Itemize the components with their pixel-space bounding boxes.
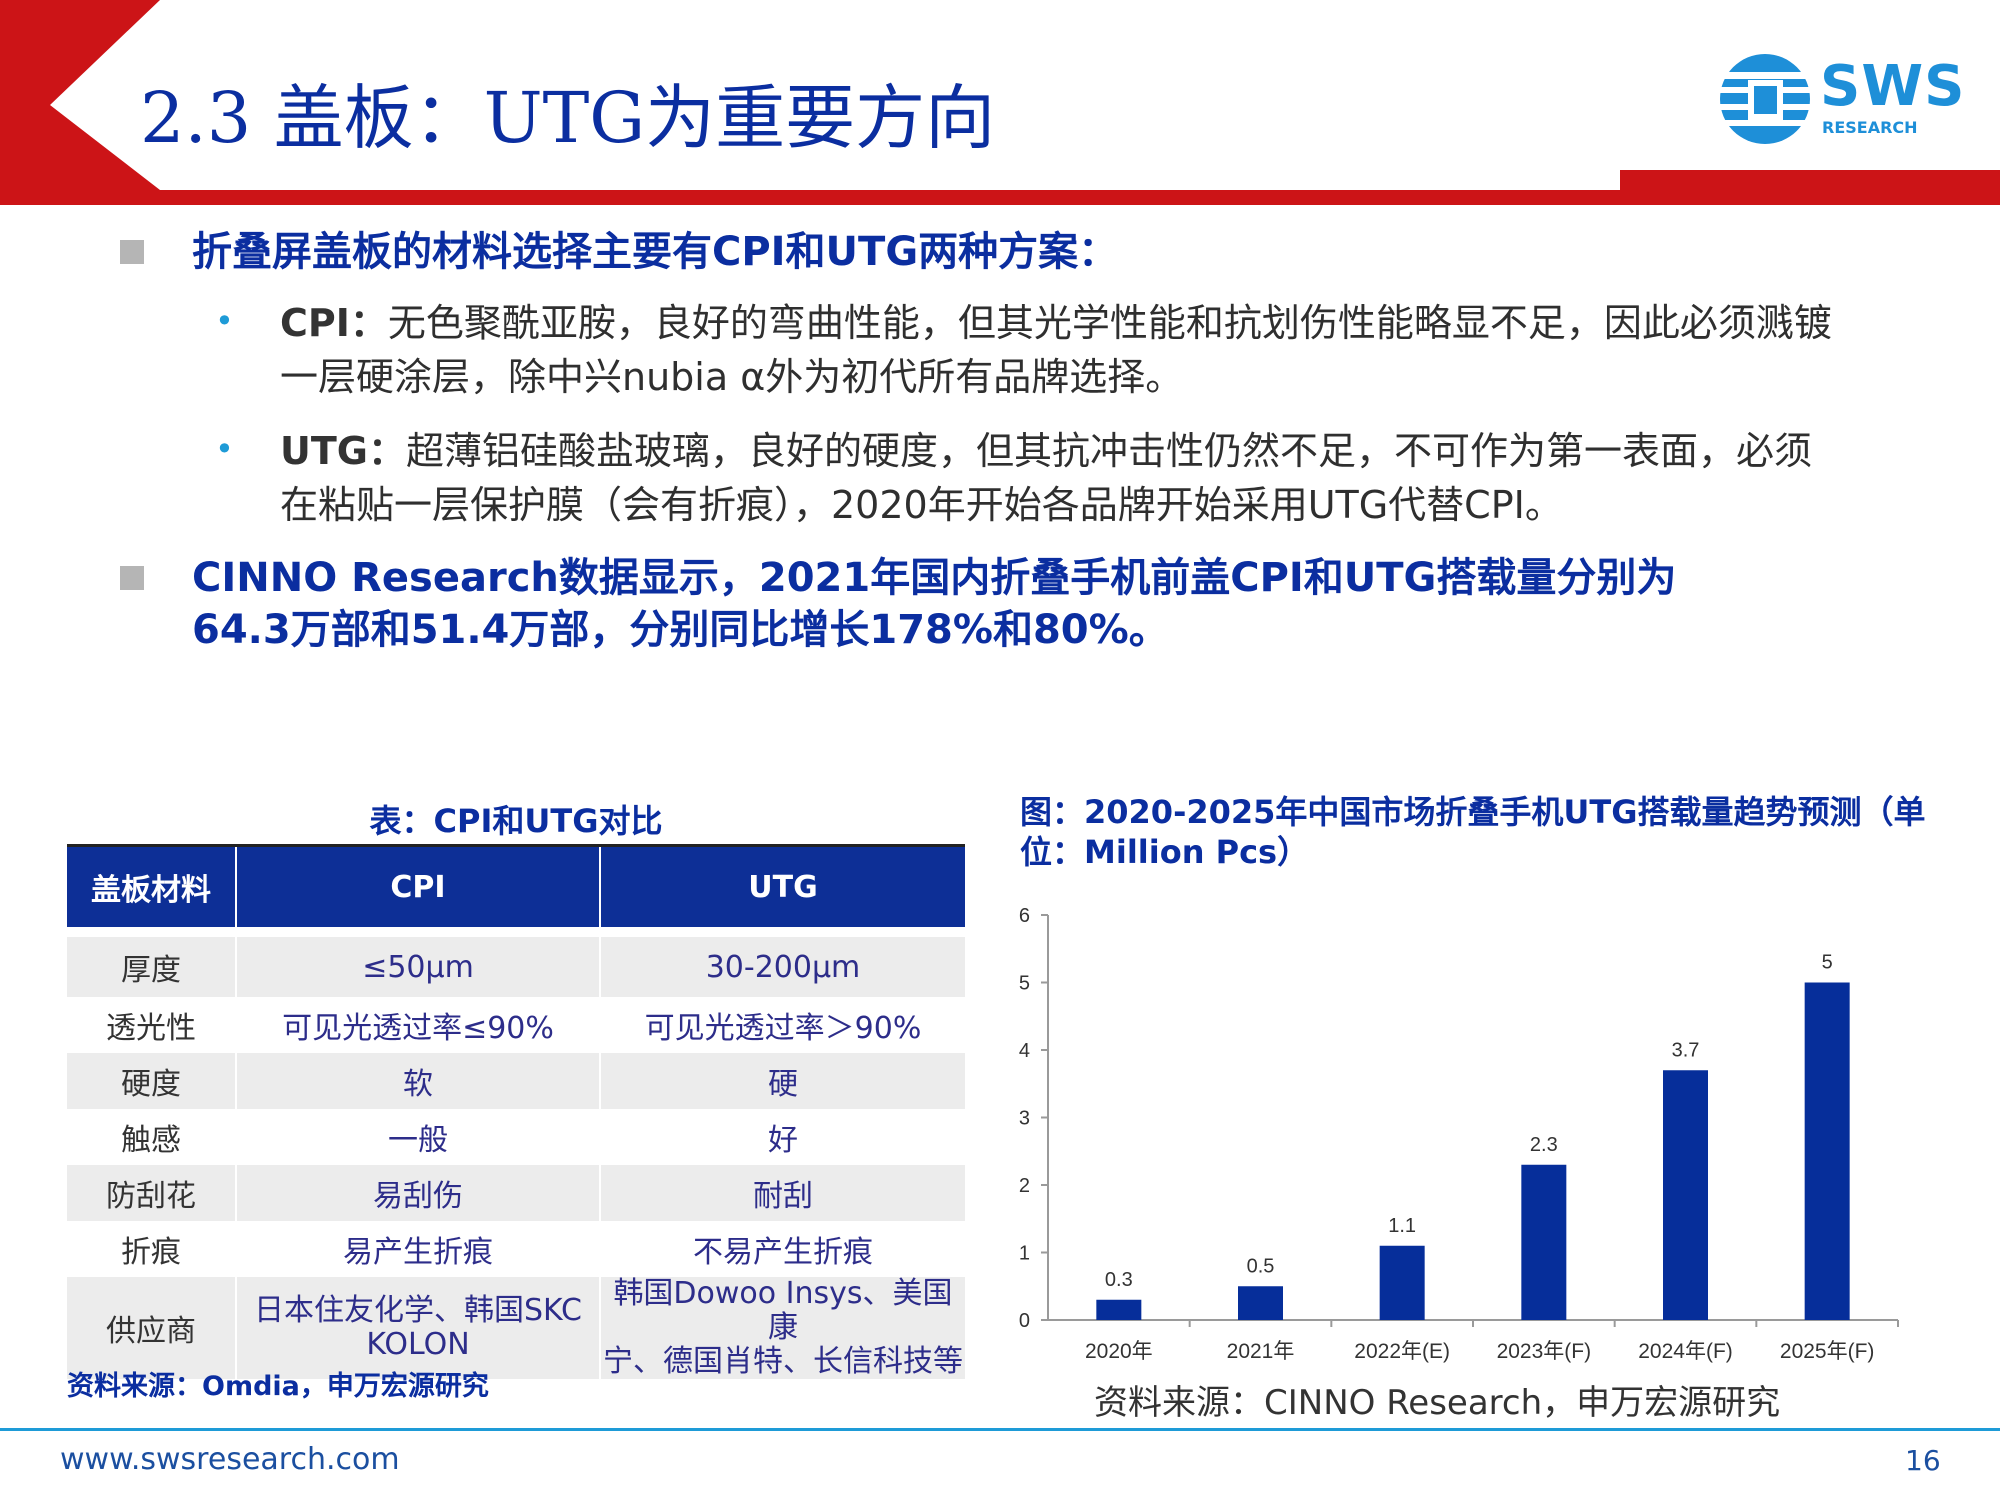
x-category-label: 2024年(F) (1638, 1340, 1733, 1363)
table-cell: 透光性 (67, 997, 236, 1053)
utg-description: UTG：超薄铝硅酸盐玻璃，良好的硬度，但其抗冲击性仍然不足，不可作为第一表面，必… (280, 424, 1900, 532)
supplier-utg-line-2: 宁、德国肖特、长信科技等 (603, 1344, 963, 1379)
supplier-cpi-line-2: KOLON (366, 1327, 470, 1362)
table-cell: 厚度 (67, 937, 236, 997)
y-tick-label: 1 (1019, 1243, 1030, 1265)
supplier-utg-line-1: 韩国Dowoo Insys、美国康 (613, 1276, 953, 1345)
table-header-cell: 盖板材料 (67, 847, 236, 927)
table-cell: 耐刮 (599, 1165, 965, 1221)
table-row: 硬度 软 硬 (67, 1053, 965, 1109)
table-cell: 一般 (235, 1109, 600, 1165)
table-row: 供应商 日本住友化学、韩国SKC KOLON 韩国Dowoo Insys、美国康… (67, 1277, 965, 1379)
cpi-label: CPI： (280, 301, 388, 345)
table-row: 触感 一般 好 (67, 1109, 965, 1165)
bar-value-label: 0.3 (1105, 1269, 1133, 1291)
bullet-square-icon (120, 566, 144, 590)
table-row: 防刮花 易刮伤 耐刮 (67, 1165, 965, 1221)
chart-title-line-1: 图：2020-2025年中国市场折叠手机UTG搭载量趋势预测（单 (1020, 793, 1926, 831)
footer-url[interactable]: www.swsresearch.com (60, 1442, 400, 1477)
bar (1663, 1070, 1708, 1320)
logo-globe-icon (1718, 54, 1813, 144)
table-cell: 日本住友化学、韩国SKC KOLON (235, 1277, 600, 1379)
x-category-label: 2025年(F) (1780, 1340, 1875, 1363)
table-cell: 触感 (67, 1109, 236, 1165)
sub-bullet-dot-icon: • (215, 430, 234, 468)
bullet-heading-2-line-1: CINNO Research数据显示，2021年国内折叠手机前盖CPI和UTG搭… (192, 555, 1677, 601)
page-number: 16 (1905, 1444, 1941, 1477)
y-tick-label: 5 (1019, 973, 1030, 995)
supplier-cpi-line-1: 日本住友化学、韩国SKC (253, 1293, 583, 1328)
table-cell: 软 (235, 1053, 600, 1109)
utg-bar-chart: 0 1 2 3 4 5 6 0.3 2020年 0.5 2021年 1.1 2022年(E) 2.3 202… (1019, 905, 1899, 1363)
x-category-label: 2023年(F) (1497, 1340, 1592, 1363)
y-tick-label: 3 (1019, 1108, 1030, 1130)
bar-value-label: 3.7 (1672, 1039, 1700, 1061)
table-cell: 折痕 (67, 1221, 236, 1277)
table-top-rule (67, 844, 965, 847)
header-banner (0, 0, 2000, 205)
table-row: 折痕 易产生折痕 不易产生折痕 (67, 1221, 965, 1277)
bar (1804, 982, 1850, 1320)
table-cell: ≤50μm (235, 937, 600, 997)
sub-bullet-dot-icon: • (215, 302, 234, 340)
table-cell: 易产生折痕 (235, 1221, 600, 1277)
table-row: 透光性 可见光透过率≤90% 可见光透过率＞90% (67, 997, 965, 1053)
table-cell: 不易产生折痕 (599, 1221, 965, 1277)
table-header-cell: UTG (599, 847, 965, 927)
table-cell: 防刮花 (67, 1165, 236, 1221)
chart-source: 资料来源：CINNO Research，申万宏源研究 (1094, 1383, 1781, 1423)
table-cell: 韩国Dowoo Insys、美国康 宁、德国肖特、长信科技等 (599, 1276, 965, 1379)
y-tick-label: 6 (1019, 905, 1030, 927)
table-source: 资料来源：Omdia，申万宏源研究 (67, 1371, 489, 1402)
bar (1238, 1286, 1283, 1320)
slide-title: 2.3 盖板：UTG为重要方向 (140, 77, 996, 159)
table-cell: 可见光透过率≤90% (235, 997, 600, 1053)
table-header-cell: CPI (235, 847, 600, 927)
bar-value-label: 2.3 (1530, 1134, 1558, 1156)
bar-value-label: 5 (1822, 952, 1833, 974)
table-cell: 30-200μm (599, 937, 965, 997)
footer-divider (0, 1428, 2000, 1431)
bullet-square-icon (120, 240, 144, 264)
comparison-table: 盖板材料 CPI UTG 厚度 ≤50μm 30-200μm 透光性 可见光透过… (67, 847, 965, 1379)
bullet-heading-1: 折叠屏盖板的材料选择主要有CPI和UTG两种方案： (192, 229, 1119, 275)
cpi-line-2: 一层硬涂层，除中兴nubia α外为初代所有品牌选择。 (280, 355, 1184, 399)
x-category-label: 2021年 (1227, 1340, 1295, 1363)
table-cell: 好 (599, 1109, 965, 1165)
cpi-description: CPI：无色聚酰亚胺，良好的弯曲性能，但其光学性能和抗划伤性能略显不足，因此必须… (280, 296, 1900, 404)
chart-title: 图：2020-2025年中国市场折叠手机UTG搭载量趋势预测（单 位：Milli… (1020, 792, 1970, 872)
cpi-line-1: 无色聚酰亚胺，良好的弯曲性能，但其光学性能和抗划伤性能略显不足，因此必须溅镀 (387, 301, 1832, 345)
sws-logo: SWS RESEARCH (1718, 52, 1966, 147)
table-row: 厚度 ≤50μm 30-200μm (67, 937, 965, 997)
utg-line-1: 超薄铝硅酸盐玻璃，良好的硬度，但其抗冲击性仍然不足，不可作为第一表面，必须 (405, 429, 1812, 473)
table-caption: 表：CPI和UTG对比 (369, 802, 663, 840)
bar (1096, 1299, 1142, 1320)
bullet-heading-2: CINNO Research数据显示，2021年国内折叠手机前盖CPI和UTG搭… (192, 552, 1676, 656)
y-tick-label: 4 (1019, 1040, 1030, 1062)
table-cell: 硬 (599, 1053, 965, 1109)
table-cell: 易刮伤 (235, 1165, 600, 1221)
bar-value-label: 1.1 (1388, 1215, 1416, 1237)
y-tick-label: 2 (1019, 1175, 1030, 1197)
table-cell: 供应商 (67, 1277, 236, 1379)
utg-line-2: 在粘贴一层保护膜（会有折痕），2020年开始各品牌开始采用UTG代替CPI。 (280, 483, 1563, 527)
y-tick-label: 0 (1019, 1310, 1030, 1332)
table-spacer-row (67, 927, 965, 937)
bar (1379, 1245, 1425, 1320)
utg-label: UTG： (280, 429, 406, 473)
chart-title-line-2: 位：Million Pcs） (1020, 833, 1310, 871)
bar (1521, 1164, 1567, 1320)
bar-value-label: 0.5 (1247, 1255, 1275, 1277)
logo-text: SWS (1820, 54, 1966, 119)
bullet-heading-2-line-2: 64.3万部和51.4万部，分别同比增长178%和80%。 (192, 607, 1169, 653)
table-cell: 可见光透过率＞90% (599, 997, 965, 1053)
table-cell: 硬度 (67, 1053, 236, 1109)
table-header-row: 盖板材料 CPI UTG (67, 847, 965, 927)
logo-subtext: RESEARCH (1822, 118, 1918, 137)
x-category-label: 2020年 (1085, 1340, 1153, 1363)
x-category-label: 2022年(E) (1354, 1340, 1450, 1363)
